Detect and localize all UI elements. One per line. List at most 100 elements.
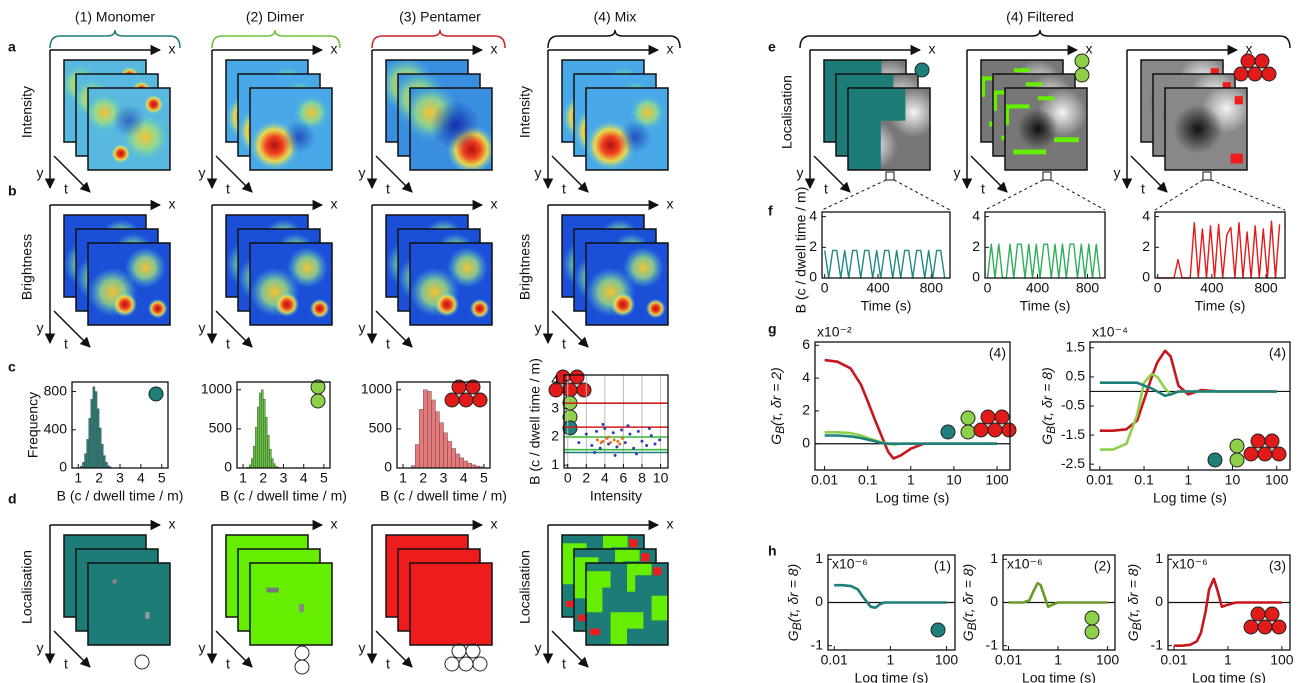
axis-letter: x	[169, 41, 176, 57]
point	[596, 438, 599, 441]
x-axis-label: B (c / dwell time / m)	[380, 488, 507, 504]
bracket	[212, 30, 340, 48]
point	[613, 438, 616, 441]
x-tick-label: 5	[320, 470, 328, 486]
species-icon	[1075, 54, 1089, 68]
map-frame	[88, 243, 170, 325]
scale-label: x10⁻⁶	[1007, 556, 1043, 572]
panel-letter: c	[8, 359, 16, 375]
point	[599, 447, 602, 450]
y-tick-label: 1	[990, 550, 998, 566]
point	[600, 441, 603, 444]
x-tick-label: 2	[259, 470, 267, 486]
axis-arrow	[54, 156, 90, 192]
map-frame	[586, 563, 668, 645]
species-icon	[445, 657, 459, 671]
axis-letter: t	[386, 656, 390, 672]
x-tick-label: 10	[1225, 472, 1241, 488]
species-icon	[563, 421, 577, 435]
bar	[85, 454, 87, 468]
y-tick-label: 0	[990, 593, 998, 609]
x-axis-label: Log time (s)	[855, 670, 929, 683]
series-line	[1100, 374, 1277, 450]
y-axis-label-part: G	[785, 630, 801, 641]
species-icon	[1265, 607, 1279, 621]
species-icon	[1075, 68, 1089, 82]
species-icon	[961, 411, 975, 425]
axis-arrow	[216, 156, 252, 192]
scale-label: x10⁻²	[817, 324, 852, 340]
map-frame	[410, 88, 492, 170]
x-tick-label: 0.01	[1086, 472, 1113, 488]
row-label: Brightness	[517, 234, 533, 300]
map-frame	[410, 243, 492, 325]
y-axis-label: GB(τ, δr = 8)	[1039, 367, 1058, 444]
species-icon	[473, 393, 487, 407]
species-icon	[473, 657, 487, 671]
bar	[427, 391, 431, 468]
species-icon	[941, 425, 955, 439]
point	[585, 433, 588, 436]
point	[658, 438, 661, 441]
axis-letter: y	[535, 640, 542, 656]
map-frame	[1165, 88, 1247, 170]
axis-arrow	[376, 156, 412, 192]
axis-letter: y	[535, 320, 542, 336]
y-tick-label: 0	[1155, 593, 1163, 609]
series-line	[1009, 583, 1108, 607]
point	[607, 436, 610, 439]
zoom-box	[1043, 172, 1051, 180]
species-icon	[295, 646, 309, 660]
x-axis-label: Time (s)	[1195, 298, 1246, 314]
y-tick-label: 500	[209, 420, 233, 436]
point	[602, 423, 605, 426]
y-axis-label-part: G	[960, 630, 976, 641]
species-icon	[1244, 620, 1258, 634]
zoom-line	[1155, 180, 1285, 210]
y-tick-label: 4	[802, 369, 810, 385]
species-icon	[1265, 434, 1279, 448]
species-icon	[452, 644, 466, 658]
axis-letter: x	[169, 196, 176, 212]
species-icon	[1251, 607, 1265, 621]
bar	[439, 423, 443, 468]
axis-letter: y	[37, 640, 44, 656]
column-header: (4) Mix	[594, 9, 637, 25]
map-frame	[88, 563, 170, 645]
axis-arrow	[216, 631, 252, 667]
x-tick-label: 1	[1184, 472, 1192, 488]
y-tick-label: 4	[809, 207, 817, 223]
y-tick-label: 4	[551, 371, 559, 387]
axis-letter: x	[331, 196, 338, 212]
x-tick-label: 800	[920, 280, 944, 296]
y-tick-label: 2	[551, 428, 559, 444]
species-icon	[1258, 620, 1272, 634]
row-label: Localisation	[517, 550, 533, 624]
page: {"figure": { "headers": ["(1) Monomer", …	[0, 0, 1307, 683]
x-tick-label: 1	[907, 472, 915, 488]
axis-letter: y	[954, 165, 961, 181]
map-frame	[250, 88, 332, 170]
x-tick-label: 400	[866, 280, 890, 296]
species-icon	[1258, 447, 1272, 461]
x-tick-label: 2	[419, 470, 427, 486]
species-icon	[974, 423, 988, 437]
x-tick-label: 5	[158, 470, 166, 486]
x-tick-label: 0.01	[995, 652, 1022, 668]
species-icon	[961, 425, 975, 439]
point	[641, 440, 644, 443]
y-axis-label-part: (τ, δr = 2)	[768, 367, 784, 426]
point	[648, 427, 651, 430]
axis-letter: t	[562, 181, 566, 197]
x-axis-label: Time (s)	[1020, 298, 1071, 314]
annotation: (4)	[1269, 345, 1286, 361]
y-axis-label-part: G	[768, 434, 784, 445]
zoom-line	[985, 180, 1105, 210]
y-axis-label: B (c / dwell time / m)	[527, 358, 543, 485]
y-tick-label: 2	[802, 402, 810, 418]
x-tick-label: 1	[886, 652, 894, 668]
panel-letter: b	[8, 183, 17, 199]
x-tick-label: 1	[239, 470, 247, 486]
point	[650, 434, 653, 437]
x-tick-label: 800	[1076, 280, 1100, 296]
